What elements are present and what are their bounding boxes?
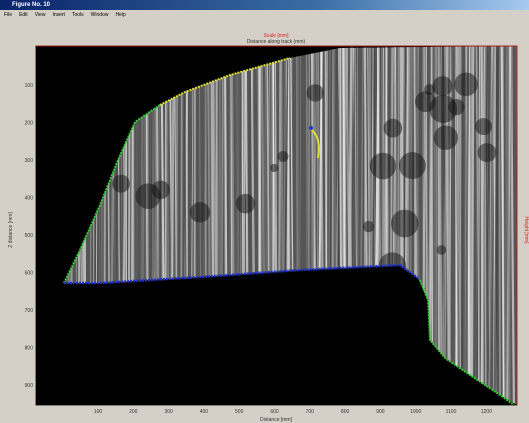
dark-spot bbox=[434, 126, 458, 150]
x-tick-label: 1000 bbox=[410, 409, 421, 415]
dark-spot bbox=[415, 91, 436, 112]
figure-window: Figure No. 10 FileEditViewInsertToolsWin… bbox=[0, 0, 529, 423]
x-tick-label: 300 bbox=[164, 409, 173, 415]
right-label: Height [mm] bbox=[523, 217, 529, 245]
dark-spot bbox=[236, 194, 256, 214]
dark-spot bbox=[477, 143, 496, 162]
dark-spot bbox=[278, 151, 289, 162]
streak bbox=[517, 46, 518, 405]
dark-spot bbox=[448, 99, 464, 115]
dark-spot bbox=[363, 221, 374, 232]
streak bbox=[508, 46, 509, 405]
x-tick-label: 500 bbox=[235, 409, 244, 415]
x-tick-label: 1100 bbox=[446, 409, 457, 415]
dark-spot bbox=[306, 84, 323, 101]
x-tick-label: 700 bbox=[306, 409, 315, 415]
dark-spot bbox=[152, 181, 170, 199]
streak bbox=[499, 46, 500, 405]
y-tick-label: 800 bbox=[25, 346, 34, 352]
dark-spot bbox=[437, 245, 447, 255]
y-tick-label: 600 bbox=[25, 271, 34, 277]
x-tick-label: 200 bbox=[129, 409, 138, 415]
x-tick-label: 400 bbox=[200, 409, 209, 415]
dark-spot bbox=[370, 153, 397, 180]
dark-spot bbox=[112, 175, 130, 193]
streak bbox=[518, 46, 519, 405]
dark-spot bbox=[270, 164, 278, 172]
x-tick-label: 800 bbox=[341, 409, 350, 415]
dark-spot bbox=[399, 152, 426, 179]
subtitle: Distance along track (mm) bbox=[247, 39, 306, 45]
y-tick-label: 900 bbox=[25, 383, 34, 389]
y-tick-label: 700 bbox=[25, 308, 34, 314]
dark-spot bbox=[383, 119, 402, 138]
streak bbox=[471, 46, 472, 405]
y-tick-label: 100 bbox=[25, 83, 34, 89]
x-tick-label: 900 bbox=[376, 409, 385, 415]
hole-point bbox=[309, 126, 313, 130]
dark-spot bbox=[454, 73, 478, 97]
dark-spot bbox=[424, 84, 435, 95]
x-tick-label: 1200 bbox=[481, 409, 492, 415]
y-label: Z distance [mm] bbox=[8, 212, 14, 248]
y-tick-label: 500 bbox=[25, 233, 34, 239]
dark-spot bbox=[190, 202, 210, 222]
dark-spot bbox=[432, 76, 452, 96]
axes: Scale [mm] Distance along track (mm) Dis… bbox=[0, 0, 529, 423]
dark-spot bbox=[391, 210, 419, 238]
dark-spot bbox=[475, 118, 492, 135]
x-tick-label: 100 bbox=[94, 409, 103, 415]
x-tick-label: 600 bbox=[270, 409, 279, 415]
y-tick-label: 400 bbox=[25, 196, 34, 202]
y-tick-label: 200 bbox=[25, 121, 34, 127]
y-tick-label: 300 bbox=[25, 158, 34, 164]
x-label: Distance [mm] bbox=[260, 417, 293, 423]
